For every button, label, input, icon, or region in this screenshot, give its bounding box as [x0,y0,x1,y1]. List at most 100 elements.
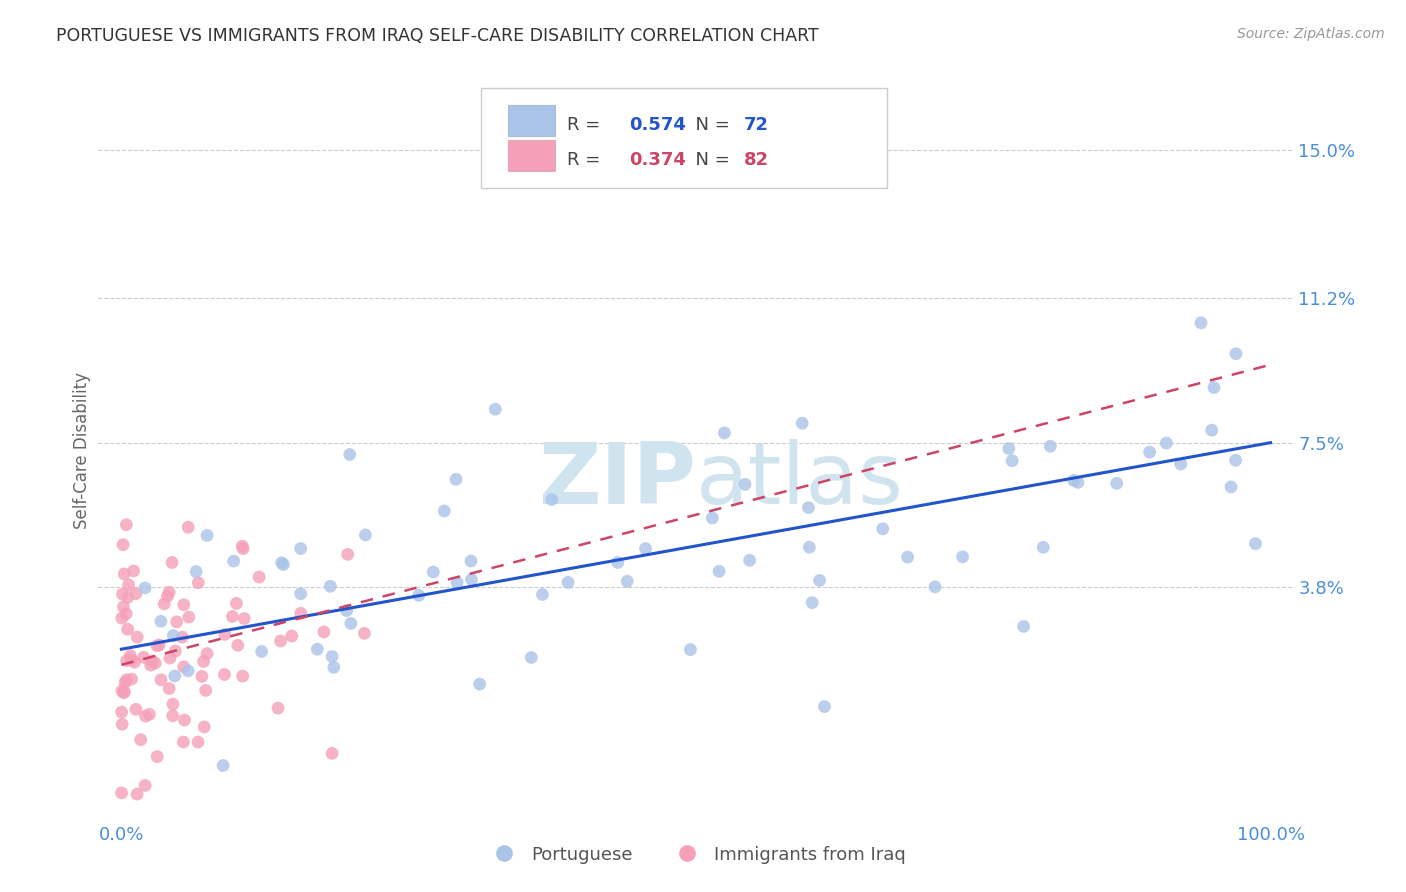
Point [222,554,245,568]
Point [148,638,170,652]
Point [111,611,134,625]
Point [290,587,312,601]
Point [273,558,295,572]
Point [1225,453,1247,467]
Point [1039,439,1062,453]
Point [112,538,135,552]
Point [117,622,139,636]
Point [146,639,169,653]
Point [312,624,335,639]
Point [177,610,200,624]
Point [138,707,160,722]
Point [270,556,292,570]
Point [149,673,172,687]
Point [808,574,831,588]
Point [125,787,148,801]
Point [156,589,179,603]
Point [616,574,638,589]
Point [172,735,194,749]
Point [115,517,138,532]
Point [112,685,135,699]
Text: 0.574: 0.574 [628,117,686,135]
Point [111,705,134,719]
Point [1156,436,1178,450]
Point [557,575,579,590]
Point [114,675,136,690]
Point [115,654,138,668]
Point [713,425,735,440]
Point [214,667,236,681]
Point [194,683,217,698]
Point [702,511,724,525]
Point [801,596,824,610]
Text: 0.374: 0.374 [628,152,686,169]
Point [112,599,135,614]
Point [484,402,506,417]
Point [520,650,543,665]
Point [117,591,139,605]
Point [186,565,208,579]
Point [120,653,142,667]
Point [173,598,195,612]
Point [193,655,215,669]
Point [112,686,135,700]
Point [172,630,194,644]
Point [433,504,456,518]
Point [191,669,214,683]
Point [1220,480,1243,494]
Point [897,550,920,565]
Point [446,575,468,590]
Point [319,579,342,593]
Point [141,654,163,668]
Point [134,581,156,595]
Point [924,580,946,594]
Text: Source: ZipAtlas.com: Source: ZipAtlas.com [1237,27,1385,41]
Point [738,553,761,567]
Point [233,611,256,625]
Point [799,540,821,554]
Text: N =: N = [685,152,735,169]
Text: N =: N = [685,117,735,135]
Point [281,629,304,643]
Point [813,699,835,714]
Point [173,713,195,727]
Point [187,575,209,590]
Point [149,615,172,629]
Point [321,747,343,761]
FancyBboxPatch shape [481,87,887,187]
Text: 82: 82 [744,152,769,169]
Point [734,477,756,491]
Point [1225,347,1247,361]
Point [187,735,209,749]
Point [177,664,200,678]
Point [707,564,730,578]
Point [163,669,186,683]
Point [270,634,292,648]
Point [139,658,162,673]
Point [1001,454,1024,468]
Point [232,669,254,683]
Point [214,627,236,641]
Point [340,616,363,631]
Point [336,603,359,617]
Point [1063,474,1085,488]
Point [115,673,138,687]
Point [157,681,180,696]
Point [460,554,482,568]
Point [162,629,184,643]
Point [250,644,273,658]
Point [354,528,377,542]
Point [422,565,444,579]
Text: R =: R = [567,117,606,135]
Point [115,607,138,621]
Point [1202,380,1225,394]
Point [460,573,482,587]
Point [129,732,152,747]
Point [125,586,148,600]
Point [1201,423,1223,437]
Point [112,566,135,581]
Point [135,709,157,723]
Point [408,588,430,602]
Point [797,500,820,515]
Point [468,677,491,691]
